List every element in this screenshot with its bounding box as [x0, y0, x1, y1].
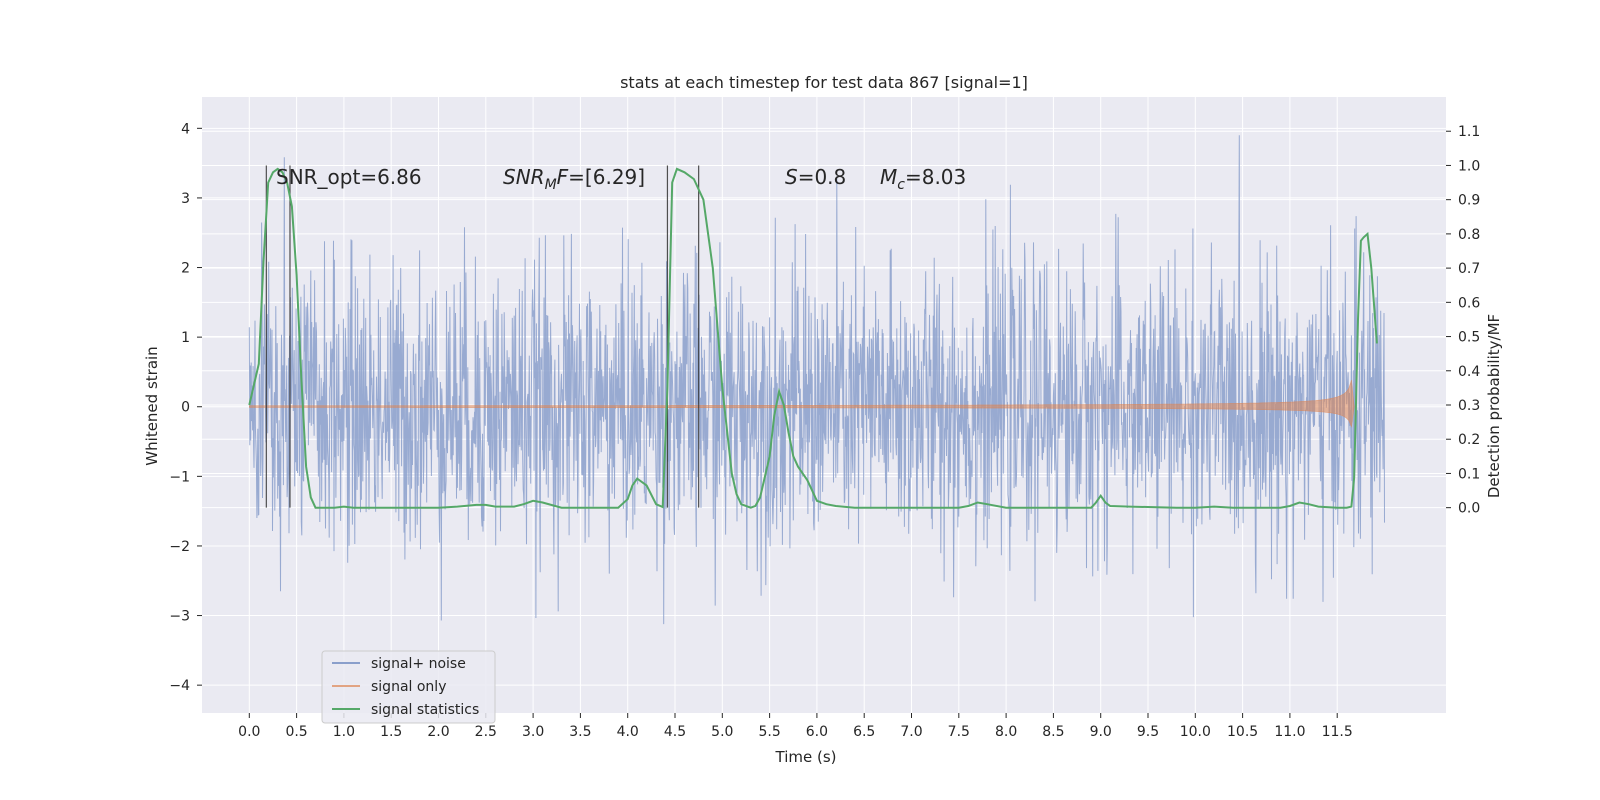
- right-y-tick-label: 0.1: [1458, 466, 1480, 482]
- x-tick-label: 2.5: [475, 724, 497, 740]
- left-y-tick-label: 0: [181, 400, 190, 416]
- legend: signal+ noise signal only signal statist…: [321, 650, 496, 724]
- left-y-tick-label: −1: [169, 469, 190, 485]
- x-tick-label: 6.0: [806, 724, 828, 740]
- right-y-axis-label: Detection probability/MF: [1485, 314, 1503, 498]
- legend-label-stat: signal statistics: [371, 702, 479, 718]
- x-tick-label: 4.0: [617, 724, 639, 740]
- x-tick-label: 9.0: [1090, 724, 1112, 740]
- left-y-tick-label: −3: [169, 609, 190, 625]
- x-tick-label: 6.5: [853, 724, 875, 740]
- x-tick-label: 5.0: [711, 724, 733, 740]
- legend-label-signal: signal only: [371, 679, 446, 695]
- x-tick-label: 8.0: [995, 724, 1017, 740]
- annotation-snr-opt: SNR_opt=6.86: [276, 165, 422, 189]
- x-tick-label: 10.0: [1180, 724, 1211, 740]
- right-y-tick-label: 0.4: [1458, 364, 1480, 380]
- legend-box: [321, 650, 496, 724]
- x-tick-label: 1.0: [333, 724, 355, 740]
- right-y-tick-label: 0.5: [1458, 330, 1480, 346]
- annotation-mc: Mc=8.03: [880, 165, 966, 193]
- right-y-tick-label: 1.0: [1458, 158, 1480, 174]
- right-y-tick-label: 0.8: [1458, 227, 1480, 243]
- x-tick-label: 4.5: [664, 724, 686, 740]
- legend-label-noise: signal+ noise: [371, 656, 466, 672]
- annotation-mc-value: =8.03: [905, 165, 966, 189]
- x-tick-label: 11.5: [1322, 724, 1353, 740]
- right-y-tick-label: 0.3: [1458, 398, 1480, 414]
- left-y-tick-label: 1: [181, 330, 190, 346]
- signal-statistics-series: [248, 167, 1378, 509]
- left-y-axis-ticks: 4 3 2 1 0 −1 −2 −3 −4: [169, 121, 202, 694]
- x-tick-label: 9.5: [1137, 724, 1159, 740]
- right-y-axis-ticks: 1.1 1.0 0.9 0.8 0.7 0.6 0.5 0.4 0.3 0.2 0.1 0.0: [1446, 124, 1480, 517]
- left-y-tick-label: 2: [181, 261, 190, 277]
- x-tick-label: 7.0: [900, 724, 922, 740]
- x-tick-label: 0.5: [285, 724, 307, 740]
- left-y-tick-label: 3: [181, 191, 190, 207]
- x-tick-label: 3.5: [569, 724, 591, 740]
- right-y-tick-label: 0.2: [1458, 432, 1480, 448]
- x-tick-label: 7.5: [948, 724, 970, 740]
- x-tick-label: 2.0: [427, 724, 449, 740]
- right-y-tick-label: 1.1: [1458, 124, 1480, 140]
- annotation-s: S=0.8: [785, 165, 846, 189]
- right-y-tick-label: 0.6: [1458, 295, 1480, 311]
- x-axis-ticks: 0.0 0.5 1.0 1.5 2.0 2.5 3.0 3.5 4.0 4.5 5.0 5.5 6.0 6…: [238, 713, 1353, 740]
- signal-noise-series: [248, 135, 1385, 625]
- left-y-tick-label: −4: [169, 678, 190, 694]
- x-tick-label: 10.5: [1227, 724, 1258, 740]
- x-tick-label: 1.5: [380, 724, 402, 740]
- left-y-tick-label: 4: [181, 121, 190, 137]
- right-y-tick-label: 0.9: [1458, 193, 1480, 209]
- annotation-snr-mf: SNRMF=[6.29]: [503, 165, 645, 193]
- right-y-tick-label: 0.0: [1458, 501, 1480, 517]
- left-y-tick-label: −2: [169, 539, 190, 555]
- signal-only-series: [249, 379, 1355, 428]
- x-axis-label: Time (s): [775, 748, 837, 766]
- x-tick-label: 3.0: [522, 724, 544, 740]
- x-tick-label: 0.0: [238, 724, 260, 740]
- x-tick-label: 8.5: [1042, 724, 1064, 740]
- x-tick-label: 5.5: [758, 724, 780, 740]
- left-y-axis-label: Whitened strain: [143, 346, 161, 465]
- vertical-markers: [265, 165, 700, 508]
- chart-title: stats at each timestep for test data 867…: [620, 73, 1028, 92]
- annotation-snr-mf-value: =[6.29]: [568, 165, 645, 189]
- right-y-tick-label: 0.7: [1458, 261, 1480, 277]
- annotation-s-value: =0.8: [798, 165, 847, 189]
- x-tick-label: 11.0: [1274, 724, 1305, 740]
